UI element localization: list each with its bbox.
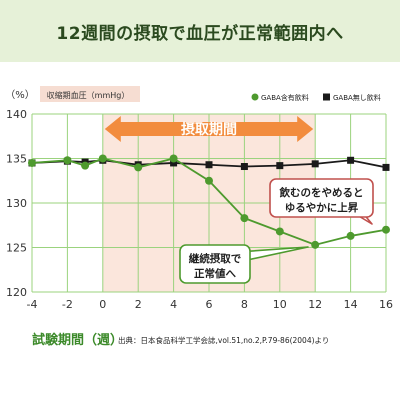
legend: GABA含有飲料 GABA無し飲料 [251,93,381,102]
callout-text: 継続摂取で [189,252,242,265]
callout-text: 正常値へ [194,267,236,280]
intake-period-label: 摂取期間 [181,121,237,138]
y-tick-label: 140 [6,108,27,121]
data-point [240,214,249,223]
y-axis-label: 収縮期血圧（mmHg） [47,90,130,100]
data-point [347,156,355,164]
data-point [81,161,90,170]
callout-text: 飲むのをやめると [279,186,364,199]
data-point [205,161,213,169]
x-tick-labels: -4 -2 0 2 4 6 8 10 12 14 16 [27,298,393,311]
x-tick-label: 8 [241,298,248,311]
y-tick-label: 130 [6,197,27,210]
banner-title: 12週間の摂取で血圧が正常範囲内へ [56,23,344,44]
y-tick-label: 125 [6,242,27,255]
data-point [276,162,284,170]
data-point [63,156,72,165]
y-tick-label: 120 [6,286,27,299]
y-unit-label: （%） [5,89,35,101]
x-axis-label: 試験期間（週） [32,332,123,348]
data-point [28,158,36,167]
x-tick-label: 2 [135,298,142,311]
data-point [240,163,248,171]
data-point [311,160,319,168]
x-tick-label: 4 [170,298,177,311]
data-point [346,231,355,240]
data-point [205,176,213,185]
y-tick-label: 135 [6,153,27,166]
data-point [275,227,284,236]
data-point [170,159,178,167]
y-tick-labels: 120 125 130 135 140 [6,108,27,299]
x-tick-label: 16 [379,298,393,311]
x-tick-label: 6 [206,298,213,311]
x-tick-label: 12 [308,298,322,311]
ylabel-box [40,86,140,102]
legend-marker-none [323,93,330,101]
callout-text: ゆるやかに上昇 [285,201,359,214]
intake-period-arrow [104,116,314,142]
data-point [311,240,320,249]
legend-label-none: GABA無し飲料 [333,93,381,102]
data-point [98,154,107,163]
data-point [382,225,390,234]
x-tick-label: 10 [273,298,287,311]
legend-label-gaba: GABA含有飲料 [261,93,309,102]
double-arrow-shape [104,116,314,142]
data-point [382,163,390,171]
x-tick-label: 0 [99,298,106,311]
header-banner: 12週間の摂取で血圧が正常範囲内へ [0,0,400,62]
callout-box [269,178,374,218]
legend-marker-gaba [251,93,259,101]
source-note: 出典：日本食品科学工学会誌,vol.51,no.2,P.79-86(2004)よ… [118,335,329,345]
x-tick-label: -4 [27,298,38,311]
series-layer [28,154,390,249]
callout-box [179,244,251,284]
data-point [134,163,143,172]
x-tick-label: 14 [344,298,358,311]
x-tick-label: -2 [62,298,73,311]
data-point [169,154,178,163]
